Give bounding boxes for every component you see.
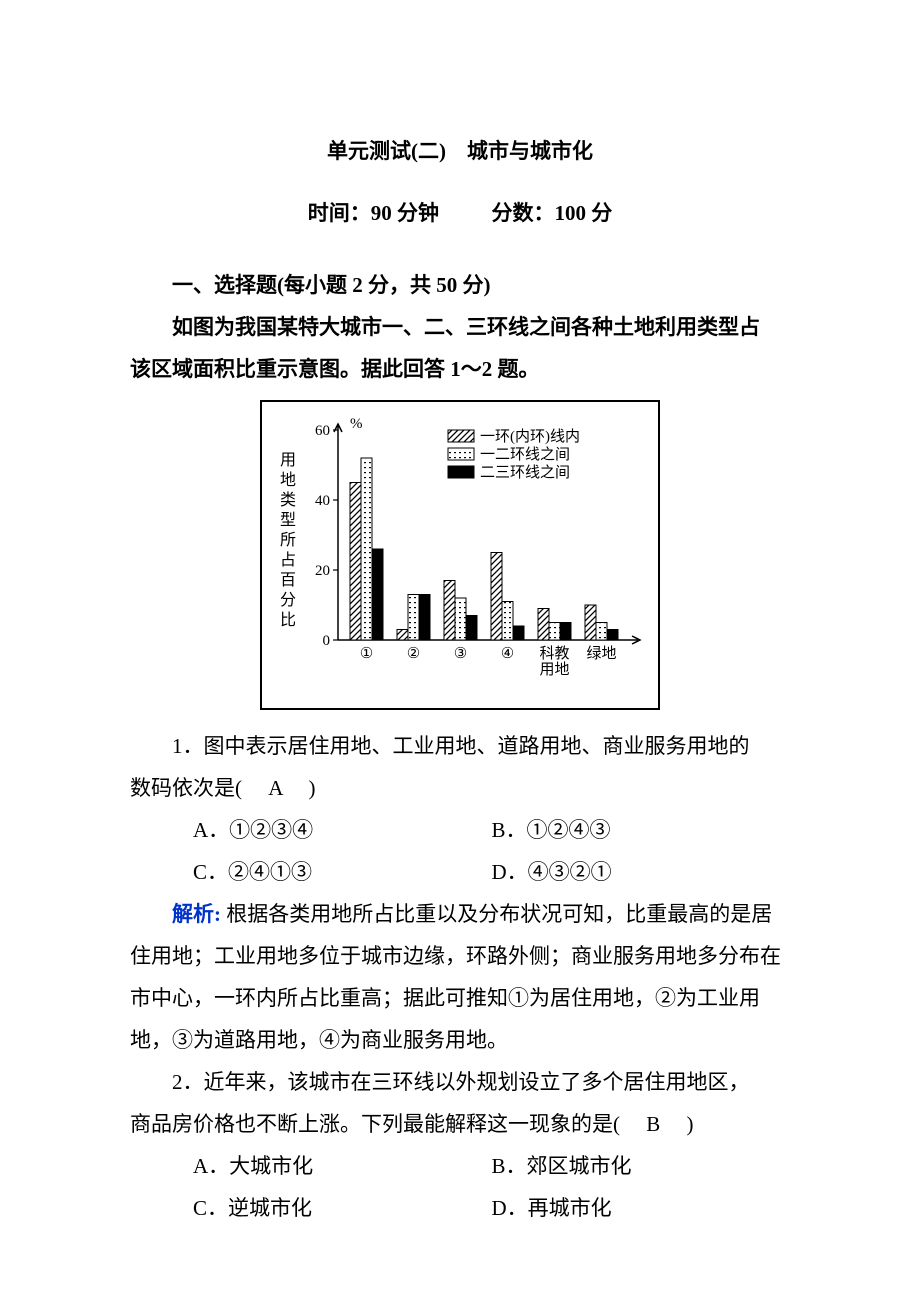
svg-text:一二环线之间: 一二环线之间: [480, 446, 570, 463]
q2-stem-prefix: 商品房价格也不断上涨。下列最能解释这一现象的是(: [130, 1112, 620, 1136]
svg-text:60: 60: [315, 423, 330, 439]
q2-opt-c: C．逆城市化: [193, 1187, 492, 1229]
q1-opt-b: B．①②④③: [492, 809, 791, 851]
q1-stem-suffix: ): [309, 776, 316, 800]
svg-text:百: 百: [280, 572, 296, 589]
q2-options: A．大城市化 B．郊区城市化 C．逆城市化 D．再城市化: [130, 1145, 790, 1229]
svg-text:所: 所: [280, 531, 296, 549]
svg-text:用地: 用地: [539, 661, 569, 678]
svg-text:绿地: 绿地: [586, 645, 616, 662]
q2-opt-d: D．再城市化: [492, 1187, 791, 1229]
svg-text:地: 地: [280, 471, 296, 489]
svg-text:40: 40: [315, 493, 330, 509]
svg-text:④: ④: [501, 646, 514, 662]
q1-stem-line1: 1．图中表示居住用地、工业用地、道路用地、商业服务用地的: [130, 725, 790, 767]
meta-line: 时间：90 分钟 分数：100 分: [130, 192, 790, 234]
score-label: 分数：100 分: [492, 201, 613, 225]
svg-text:二三环线之间: 二三环线之间: [480, 464, 570, 481]
svg-text:型: 型: [280, 511, 296, 529]
chart-container: %0204060用地类型所占百分比①②③④科教用地绿地一环(内环)线内一二环线之…: [130, 400, 790, 710]
land-use-chart: %0204060用地类型所占百分比①②③④科教用地绿地一环(内环)线内一二环线之…: [260, 400, 660, 710]
svg-text:分: 分: [280, 591, 296, 609]
svg-text:科教: 科教: [539, 645, 569, 662]
q2-stem-line1: 2．近年来，该城市在三环线以外规划设立了多个居住用地区，: [130, 1061, 790, 1103]
q2-opt-b: B．郊区城市化: [492, 1145, 791, 1187]
q2-answer: B: [625, 1112, 681, 1136]
q1-analysis-text: 根据各类用地所占比重以及分布状况可知，比重最高的是居住用地；工业用地多位于城市边…: [130, 902, 781, 1052]
svg-text:0: 0: [323, 633, 331, 649]
q1-options: A．①②③④ B．①②④③ C．②④①③ D．④③②①: [130, 809, 790, 893]
context-line1: 如图为我国某特大城市一、二、三环线之间各种土地利用类型占: [130, 306, 790, 348]
svg-text:20: 20: [315, 563, 330, 579]
q1-analysis: 解析: 根据各类用地所占比重以及分布状况可知，比重最高的是居住用地；工业用地多位…: [130, 893, 790, 1061]
time-label: 时间：90 分钟: [308, 201, 439, 225]
svg-text:③: ③: [454, 646, 467, 662]
q1-answer: A: [247, 776, 303, 800]
q1-stem-prefix: 数码依次是(: [130, 776, 242, 800]
q2-stem-line2: 商品房价格也不断上涨。下列最能解释这一现象的是( B ): [130, 1103, 790, 1145]
q1-opt-c: C．②④①③: [193, 851, 492, 893]
svg-text:②: ②: [407, 646, 420, 662]
context-line2: 该区域面积比重示意图。据此回答 1～2 题。: [130, 348, 790, 390]
svg-text:比: 比: [280, 611, 296, 629]
q1-stem-line2: 数码依次是( A ): [130, 767, 790, 809]
svg-text:%: %: [350, 416, 363, 432]
unit-title: 单元测试(二) 城市与城市化: [130, 130, 790, 172]
section-heading: 一、选择题(每小题 2 分，共 50 分): [130, 264, 790, 306]
q1-opt-a: A．①②③④: [193, 809, 492, 851]
chart-svg: %0204060用地类型所占百分比①②③④科教用地绿地一环(内环)线内一二环线之…: [268, 410, 648, 690]
svg-text:一环(内环)线内: 一环(内环)线内: [480, 428, 580, 445]
q1-opt-d: D．④③②①: [492, 851, 791, 893]
analysis-label: 解析:: [172, 902, 221, 926]
page: 单元测试(二) 城市与城市化 时间：90 分钟 分数：100 分 一、选择题(每…: [0, 0, 920, 1302]
svg-text:占: 占: [280, 551, 296, 569]
svg-text:用: 用: [280, 452, 296, 469]
q2-opt-a: A．大城市化: [193, 1145, 492, 1187]
q2-stem-suffix: ): [687, 1112, 694, 1136]
svg-text:①: ①: [360, 646, 373, 662]
svg-text:类: 类: [280, 491, 296, 509]
